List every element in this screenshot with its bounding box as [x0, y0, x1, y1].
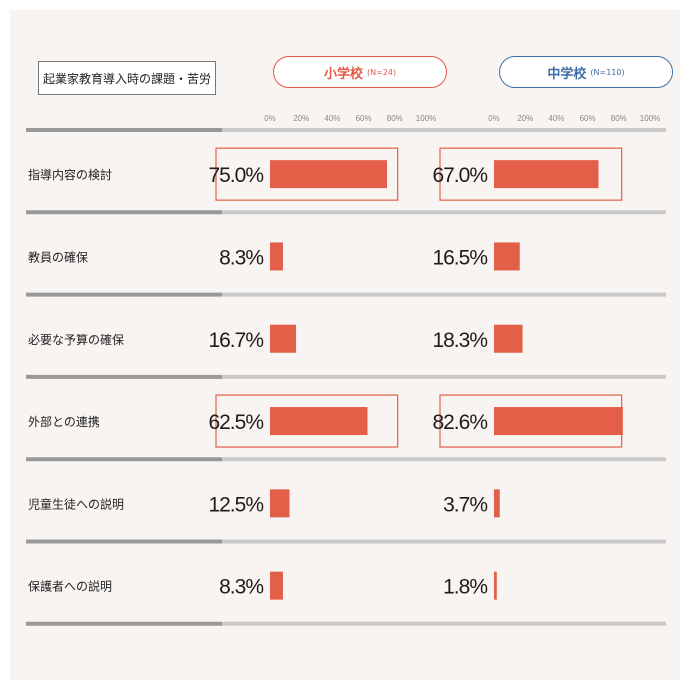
- tick-label-junior-high: 40%: [548, 114, 564, 123]
- legend-elementary: 小学校 (N=24): [273, 56, 447, 88]
- tick-label-junior-high: 20%: [517, 114, 533, 123]
- tick-label-elementary: 80%: [387, 114, 403, 123]
- value-label-elementary: 8.3%: [219, 246, 263, 269]
- bar-elementary: [270, 571, 283, 600]
- tick-label-elementary: 20%: [293, 114, 309, 123]
- bar-chart: 0% 0% 20% 20% 40% 40% 60% 60% 80% 80% 100% 100% 指導内容…: [26, 114, 666, 626]
- legend-junior-high-n: (N=110): [590, 67, 625, 77]
- tick-label-junior-high: 60%: [580, 114, 596, 123]
- highlight-box: [215, 147, 399, 201]
- bar-elementary: [270, 324, 297, 353]
- value-label-elementary: 16.7%: [208, 329, 263, 352]
- value-label-junior-high: 1.8%: [443, 576, 487, 599]
- bar-junior-high: [494, 407, 623, 436]
- value-label-junior-high: 82.6%: [432, 411, 487, 434]
- tick-label-junior-high: 100%: [640, 114, 660, 123]
- tick-label-elementary: 40%: [324, 114, 340, 123]
- highlight-box: [439, 147, 623, 201]
- bar-junior-high: [494, 571, 497, 600]
- bar-elementary: [270, 407, 368, 436]
- tick-label-elementary: 60%: [356, 114, 372, 123]
- bar-junior-high: [494, 324, 523, 353]
- category-label: 児童生徒への説明: [28, 496, 124, 511]
- tick-label-elementary: 100%: [416, 114, 436, 123]
- chart-title: 起業家教育導入時の課題・苦労: [38, 61, 216, 95]
- legend-elementary-n: (N=24): [366, 67, 397, 77]
- value-label-junior-high: 67.0%: [432, 164, 487, 187]
- tick-label-elementary: 0%: [264, 114, 276, 123]
- category-label: 必要な予算の確保: [28, 332, 124, 347]
- tick-label-junior-high: 80%: [611, 114, 627, 123]
- value-label-junior-high: 16.5%: [432, 246, 487, 269]
- bar-elementary: [270, 160, 387, 189]
- highlight-box: [215, 394, 399, 448]
- chart-panel: 起業家教育導入時の課題・苦労 小学校 (N=24) 中学校 (N=110) 0%…: [10, 10, 680, 680]
- value-label-junior-high: 3.7%: [443, 493, 487, 516]
- legend-junior-high: 中学校 (N=110): [499, 56, 673, 88]
- category-label: 保護者への説明: [28, 579, 112, 594]
- category-label: 教員の確保: [28, 249, 88, 264]
- tick-label-junior-high: 0%: [488, 114, 500, 123]
- bar-junior-high: [494, 489, 500, 518]
- category-label: 指導内容の検討: [28, 167, 112, 182]
- bar-elementary: [270, 242, 283, 271]
- legend-junior-high-label: 中学校: [547, 66, 587, 82]
- bar-junior-high: [494, 160, 599, 189]
- value-label-elementary: 8.3%: [219, 576, 263, 599]
- value-label-elementary: 12.5%: [208, 493, 263, 516]
- category-label: 外部との連携: [28, 414, 100, 429]
- value-label-junior-high: 18.3%: [432, 329, 487, 352]
- legend-elementary-label: 小学校: [323, 66, 363, 82]
- bar-elementary: [270, 489, 290, 518]
- value-label-elementary: 75.0%: [208, 164, 263, 187]
- value-label-elementary: 62.5%: [208, 411, 263, 434]
- bar-junior-high: [494, 242, 520, 271]
